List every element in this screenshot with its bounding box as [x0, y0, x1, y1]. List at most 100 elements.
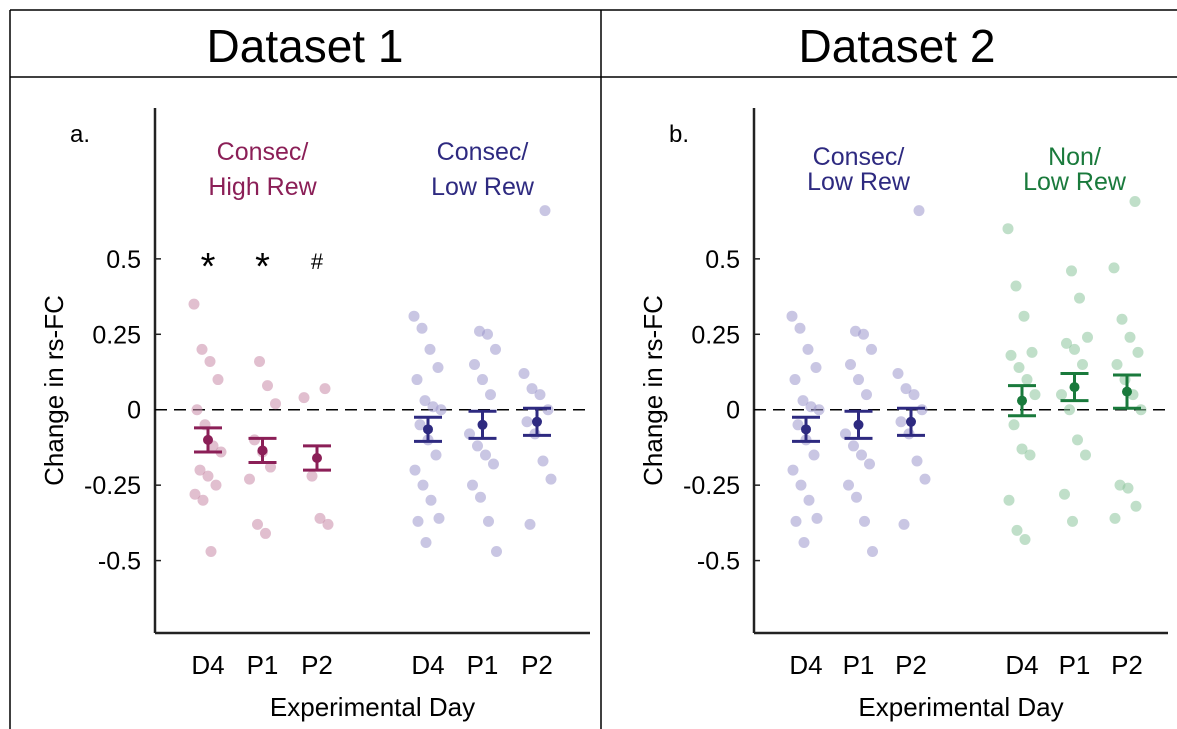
data-point [197, 494, 209, 506]
data-point [1122, 482, 1134, 494]
data-point [859, 515, 870, 527]
data-point [898, 518, 910, 530]
group-label: Low Rew [1023, 168, 1127, 196]
y-tick-label: -0.25 [84, 472, 141, 500]
data-point [853, 374, 864, 386]
data-point [1024, 449, 1036, 461]
y-tick-label: -0.5 [98, 548, 141, 576]
data-point [789, 374, 801, 386]
y-tick-label: 0.5 [705, 246, 740, 274]
y-tick-label: 0.25 [691, 321, 740, 349]
data-point [916, 404, 928, 416]
data-point [1135, 404, 1147, 416]
group-label: Consec/ [437, 138, 529, 166]
data-point [189, 488, 201, 500]
data-point [524, 518, 536, 530]
data-point [432, 361, 444, 373]
data-point [475, 491, 486, 503]
data-point [409, 464, 421, 476]
data-point [435, 404, 447, 416]
data-point [840, 428, 851, 440]
data-point [545, 473, 557, 485]
data-point [1021, 374, 1033, 386]
data-point [1002, 223, 1014, 235]
mean-marker [532, 416, 542, 427]
data-point [786, 310, 798, 322]
data-point [425, 494, 437, 506]
data-point [843, 479, 854, 491]
data-point [529, 428, 541, 440]
data-point [1111, 358, 1123, 370]
data-point [472, 440, 483, 452]
data-point [526, 383, 538, 395]
data-point [188, 298, 200, 310]
mean-marker [853, 419, 864, 430]
mean-marker [1017, 395, 1027, 406]
data-point [1005, 349, 1017, 361]
data-point [867, 546, 878, 558]
data-point [464, 428, 475, 440]
data-point [1061, 337, 1072, 349]
mean-marker [257, 445, 268, 456]
data-point [420, 536, 432, 548]
data-point [534, 389, 546, 401]
data-point [191, 404, 203, 416]
significance-mark: * [255, 246, 270, 288]
x-tick-label: D4 [191, 650, 224, 680]
y-axis-label: Change in rs-FC [638, 295, 668, 486]
data-point [808, 449, 820, 461]
mean-marker [1122, 386, 1132, 397]
mean-marker [423, 424, 433, 435]
data-point [249, 434, 260, 446]
data-point [1016, 443, 1028, 455]
data-point [270, 398, 281, 410]
data-point [802, 343, 814, 355]
data-point [900, 383, 912, 395]
x-tick-label: P2 [1111, 650, 1143, 680]
data-point [262, 380, 273, 392]
data-point [858, 328, 869, 340]
data-point [1029, 389, 1041, 401]
data-point [856, 449, 867, 461]
data-point [424, 343, 436, 355]
data-point [210, 479, 222, 491]
data-point [1108, 262, 1120, 274]
data-point [521, 416, 533, 428]
data-point [485, 389, 496, 401]
y-tick-label: -0.5 [697, 548, 740, 576]
y-tick-label: 0 [127, 397, 141, 425]
data-point [417, 479, 429, 491]
data-point [795, 479, 807, 491]
data-point [1026, 346, 1038, 358]
data-point [1109, 512, 1121, 524]
data-point [1019, 533, 1031, 545]
data-point [205, 546, 217, 558]
group-label: Non/ [1048, 143, 1101, 171]
data-point [319, 383, 331, 395]
data-point [419, 395, 431, 407]
data-point [491, 546, 502, 558]
mean-marker [801, 424, 811, 435]
panel-title: Dataset 2 [799, 20, 996, 72]
x-tick-label: D4 [411, 650, 444, 680]
data-point [314, 512, 326, 524]
y-tick-label: 0 [726, 397, 740, 425]
data-point [411, 374, 423, 386]
y-tick-label: 0.5 [106, 246, 141, 274]
mean-marker [906, 416, 916, 427]
data-point [913, 205, 925, 217]
data-point [416, 322, 428, 334]
mean-marker [203, 434, 213, 445]
data-point [414, 419, 426, 431]
significance-mark: * [201, 246, 216, 288]
x-tick-label: P2 [521, 650, 553, 680]
x-tick-label: P1 [843, 650, 875, 680]
data-point [919, 473, 931, 485]
data-point [254, 355, 265, 367]
data-point [260, 527, 271, 539]
x-tick-label: P1 [467, 650, 499, 680]
x-axis-label: Experimental Day [858, 692, 1063, 722]
data-point [794, 322, 806, 334]
data-point [469, 358, 480, 370]
x-tick-label: D4 [1005, 650, 1038, 680]
